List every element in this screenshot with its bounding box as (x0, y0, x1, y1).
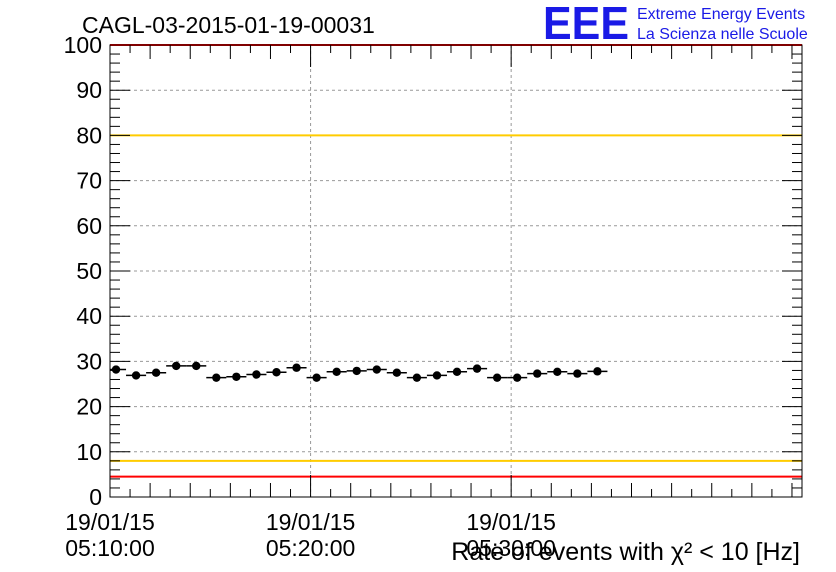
x-tick-date: 19/01/15 (65, 509, 155, 535)
x-tick-time: 05:20:00 (266, 535, 356, 561)
data-point (212, 373, 221, 382)
data-point (573, 369, 582, 378)
data-point (432, 371, 442, 380)
data-point (292, 363, 301, 372)
logo-line1: Extreme Energy Events (637, 6, 805, 23)
x-tick-time: 05:10:00 (65, 535, 155, 561)
y-tick-label: 40 (76, 303, 102, 329)
logo-mark: EEE (543, 0, 629, 49)
data-point (192, 361, 201, 371)
data-point (512, 373, 522, 382)
y-tick-label: 80 (76, 122, 102, 148)
data-point (533, 369, 542, 378)
y-tick-label: 70 (76, 168, 102, 194)
data-point (352, 366, 361, 376)
data-point (372, 365, 381, 374)
x-axis-label: Rate of events with χ² < 10 [Hz] (451, 538, 800, 566)
y-tick-label: 60 (76, 213, 102, 239)
data-point (553, 367, 562, 376)
axis-ticks (109, 44, 802, 498)
x-tick-labels: 19/01/1505:10:0019/01/1505:20:0019/01/15… (65, 509, 556, 561)
eee-logo: EEE Extreme Energy Events La Scienza nel… (543, 0, 808, 49)
data-point (272, 368, 281, 377)
chart-title: CAGL-03-2015-01-19-00031 (82, 12, 375, 38)
y-tick-label: 100 (64, 32, 102, 58)
data-point (492, 373, 502, 382)
data-point (412, 373, 422, 382)
data-point (131, 371, 141, 380)
data-point (452, 367, 462, 376)
data-point (232, 372, 241, 381)
y-tick-label: 0 (89, 484, 102, 510)
data-point (472, 364, 482, 373)
data-points (110, 361, 608, 382)
y-tick-label: 50 (76, 258, 102, 284)
data-point (332, 367, 341, 376)
x-tick-date: 19/01/15 (466, 509, 556, 535)
data-point (252, 370, 261, 379)
data-point (392, 368, 402, 377)
y-tick-label: 20 (76, 394, 102, 420)
data-point (111, 365, 121, 374)
data-point (171, 361, 181, 371)
data-point (151, 368, 161, 377)
y-tick-labels: 0 10 20 30 40 50 60 70 80 90 100 (64, 32, 102, 510)
y-tick-label: 90 (76, 77, 102, 103)
logo-line2: La Scienza nelle Scuole (637, 26, 808, 43)
y-tick-label: 10 (76, 439, 102, 465)
x-tick-date: 19/01/15 (266, 509, 356, 535)
data-point (593, 367, 602, 376)
data-point (312, 373, 321, 382)
x-tick-time: 05:30:00 (466, 535, 556, 561)
y-tick-label: 30 (76, 348, 102, 374)
